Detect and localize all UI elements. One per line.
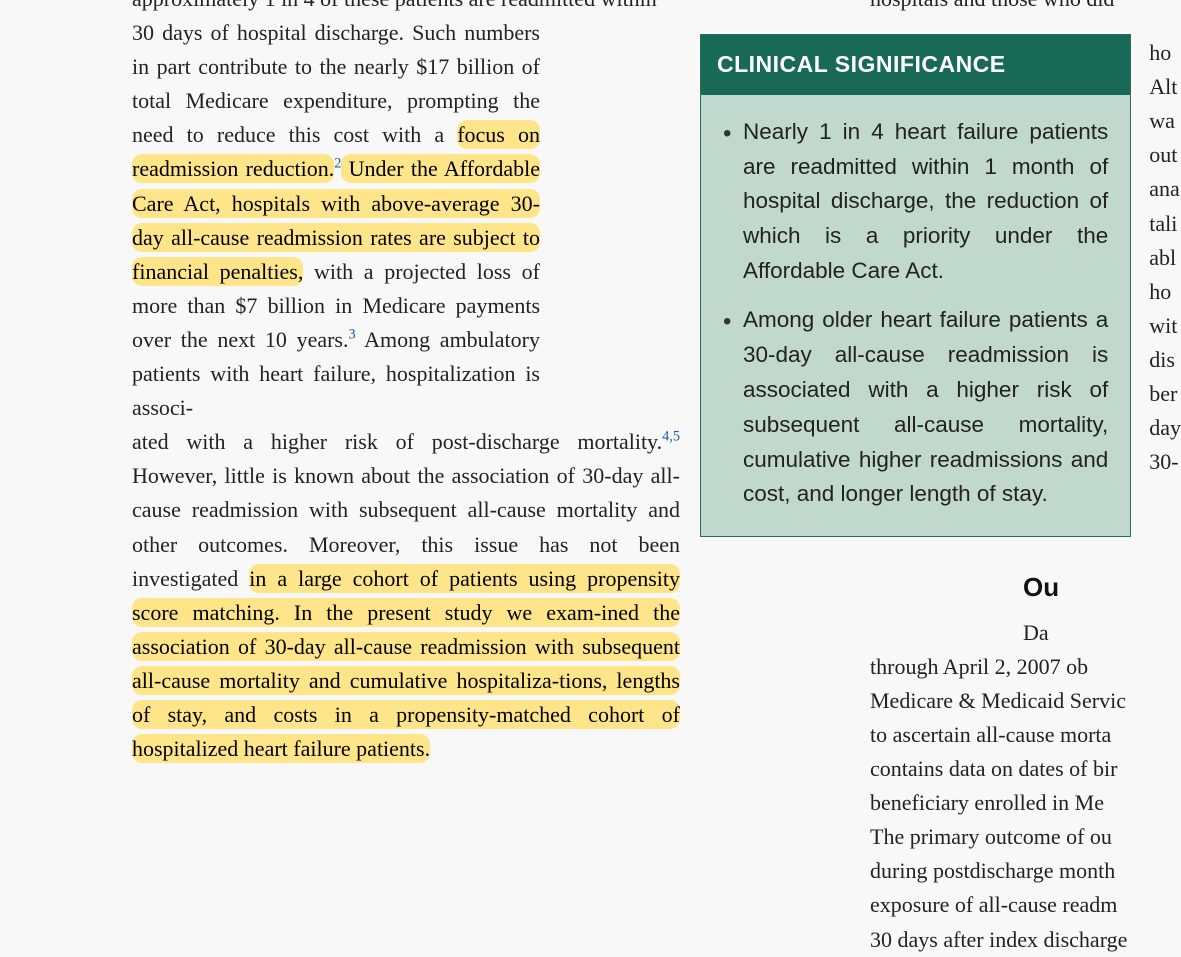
text-fragment: ber [1149, 377, 1181, 411]
text-fragment: wa [1149, 104, 1181, 138]
document-page: approximately 1 in 4 of these patients a… [0, 0, 1181, 957]
text-fragment: day [1149, 411, 1181, 445]
text-fragment: tali [1149, 207, 1181, 241]
highlighted-text: in a large cohort of patients using prop… [132, 564, 680, 763]
text-line: Medicare & Medicaid Servic [700, 684, 1181, 718]
text-fragment: abl [1149, 241, 1181, 275]
sidebar-header: CLINICAL SIGNIFICANCE [701, 35, 1130, 95]
text-fragment: ho [1149, 36, 1181, 70]
text-fragment: ho [1149, 275, 1181, 309]
top-cut-line-right: hospitals and those who did [700, 0, 1181, 16]
text-fragment: wit [1149, 309, 1181, 343]
clinical-significance-box: CLINICAL SIGNIFICANCE Nearly 1 in 4 hear… [700, 34, 1131, 537]
text-fragment: 30- [1149, 445, 1181, 479]
text-fragment: Alt [1149, 70, 1181, 104]
text-fragment: dis [1149, 343, 1181, 377]
sidebar-bullet: Nearly 1 in 4 heart failure patients are… [723, 115, 1108, 289]
text-fragment: out [1149, 138, 1181, 172]
text-line: The primary outcome of ou [700, 820, 1181, 854]
citation-sup: 3 [349, 327, 356, 343]
top-cut-line: approximately 1 in 4 of these patients a… [132, 0, 680, 16]
text-line: to ascertain all-cause morta [700, 718, 1181, 752]
right-fragments-beside-box: ho Alt wa out ana tali abl ho wit dis be… [1131, 16, 1181, 479]
left-column: approximately 1 in 4 of these patients a… [0, 0, 700, 957]
text-line: contains data on dates of bir [700, 752, 1181, 786]
text-segment: in a large cohort of patients using prop… [132, 566, 680, 761]
narrow-paragraph: 30 days of hospital discharge. Such numb… [132, 16, 540, 425]
sidebar-body: Nearly 1 in 4 heart failure patients are… [701, 95, 1130, 537]
text-fragment: ana [1149, 172, 1181, 206]
citation-sup: 4,5 [662, 429, 680, 445]
wide-paragraph: ated with a higher risk of post-discharg… [132, 425, 680, 766]
right-column: hospitals and those who did CLINICAL SIG… [700, 0, 1181, 957]
text-line: through April 2, 2007 ob [700, 650, 1181, 684]
sidebar-bullet: Among older heart failure patients a 30-… [723, 303, 1108, 512]
text-line: 30 days after index discharge [700, 923, 1181, 957]
text-segment: ated with a higher risk of post-discharg… [132, 429, 662, 454]
text-line: during postdischarge month [700, 854, 1181, 888]
text-fragment: Da [700, 616, 1181, 650]
text-line: beneficiary enrolled in Me [700, 786, 1181, 820]
text-line: exposure of all-cause readm [700, 888, 1181, 922]
section-heading-fragment: Ou [700, 567, 1181, 607]
